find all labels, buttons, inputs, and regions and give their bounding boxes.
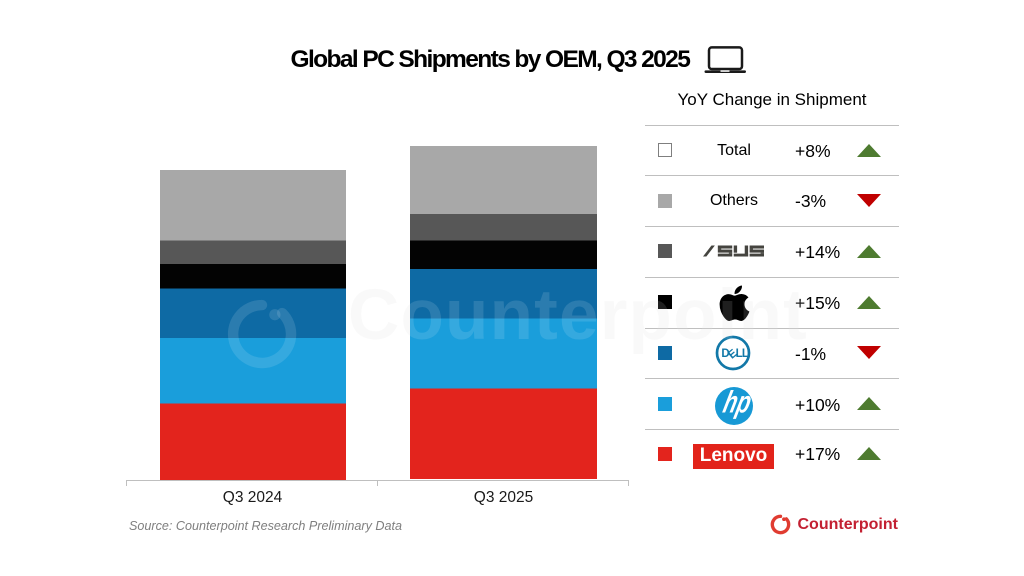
svg-text:LL: LL: [736, 348, 749, 360]
svg-text:D: D: [721, 348, 729, 360]
